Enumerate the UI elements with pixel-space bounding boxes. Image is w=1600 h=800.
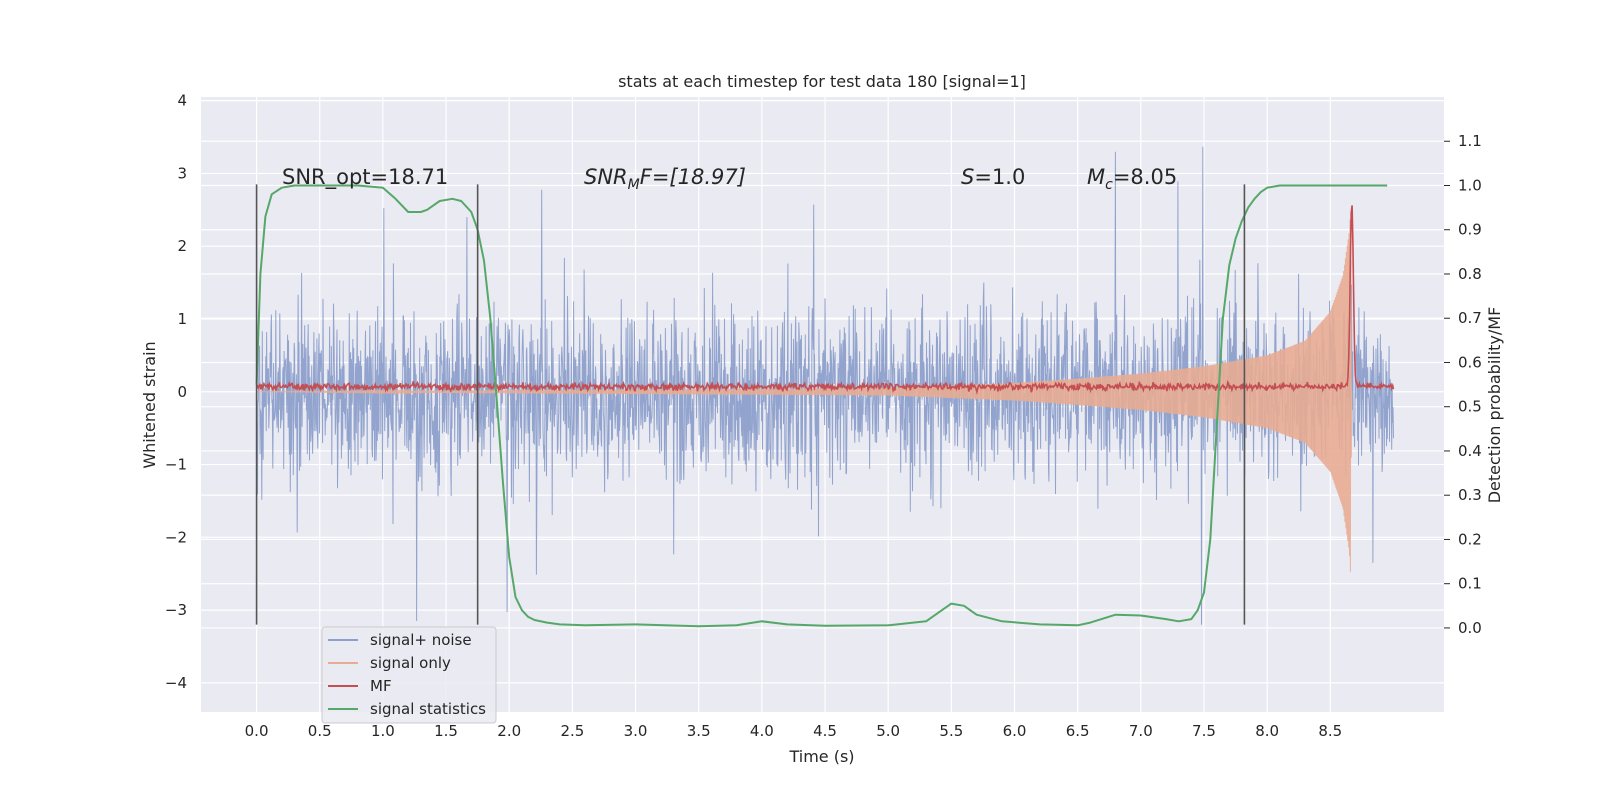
legend-item-signal-only: signal only (328, 654, 451, 672)
y-tick-label: −1 (165, 456, 187, 474)
annotation-mc: Mc=8.05 (1087, 165, 1177, 193)
y-tick-label: −3 (165, 601, 187, 619)
y-tick-label: −4 (165, 674, 187, 692)
y2-tick-label: 0.0 (1458, 619, 1482, 637)
x-tick-label: 6.0 (1003, 722, 1027, 740)
x-tick-label: 8.0 (1255, 722, 1279, 740)
x-tick-label: 4.0 (750, 722, 774, 740)
legend-label: MF (370, 677, 392, 695)
y-tick-label: −2 (165, 528, 187, 546)
x-tick-label: 6.5 (1066, 722, 1090, 740)
y-tick-label: 4 (177, 92, 187, 110)
x-tick-label: 3.5 (687, 722, 711, 740)
legend-label: signal+ noise (370, 631, 472, 649)
y2-axis-label: Detection probability/MF (1485, 307, 1504, 504)
annotations: SNR_opt=18.71 SNRMF=[18.97] S=1.0 Mc=8.0… (282, 165, 1177, 193)
x-tick-label: 2.5 (560, 722, 584, 740)
s-variable: S (961, 165, 974, 189)
y2-tick-label: 0.7 (1458, 309, 1482, 327)
x-tick-label: 0.0 (245, 722, 269, 740)
x-tick-label: 5.5 (939, 722, 963, 740)
ticks: 0.0 0.5 1.0 1.5 2.0 2.5 3.0 3.5 4.0 4.5 5.0 5.5 6.0 6… (165, 92, 1482, 740)
y2-tick-label: 0.2 (1458, 530, 1482, 548)
series-layer (255, 146, 1395, 628)
legend-item-signal-statistics: signal statistics (328, 700, 486, 718)
y2-tick-label: 0.3 (1458, 486, 1482, 504)
mc-variable: M (1087, 165, 1105, 189)
annotation-snr-opt: SNR_opt=18.71 (282, 165, 448, 190)
x-tick-label: 3.0 (624, 722, 648, 740)
signal-only-line (256, 219, 1353, 572)
snr-mf-prefix: SNR (584, 165, 628, 189)
y2-tick-label: 1.0 (1458, 176, 1482, 194)
snr-mf-subscript: M (628, 177, 640, 193)
y2-tick-label: 0.6 (1458, 353, 1482, 371)
y-tick-label: 2 (177, 237, 187, 255)
y2-tick-label: 0.9 (1458, 221, 1482, 239)
x-tick-label: 7.0 (1129, 722, 1153, 740)
y2-tick-label: 0.4 (1458, 442, 1482, 460)
mc-subscript: c (1105, 177, 1113, 193)
y2-tick-label: 1.1 (1458, 132, 1482, 150)
mf-line (255, 205, 1395, 395)
x-tick-label: 8.5 (1318, 722, 1342, 740)
y2-tick-label: 0.5 (1458, 398, 1482, 416)
x-tick-label: 1.5 (434, 722, 458, 740)
x-tick-label: 0.5 (308, 722, 332, 740)
legend-box (321, 626, 497, 724)
x-tick-label: 4.5 (813, 722, 837, 740)
mc-value: =8.05 (1113, 165, 1177, 189)
y2-tick-label: 0.1 (1458, 575, 1482, 593)
legend-label: signal statistics (370, 700, 486, 718)
legend-label: signal only (370, 654, 451, 672)
x-tick-label: 5.0 (876, 722, 900, 740)
y-tick-label: 0 (177, 383, 187, 401)
y-tick-label: 3 (177, 164, 187, 182)
signal-statistics-line (255, 184, 1388, 628)
y2-tick-label: 0.8 (1458, 265, 1482, 283)
vertical-markers (255, 184, 1246, 625)
legend-item-signal-noise: signal+ noise (328, 631, 472, 649)
legend-item-mf: MF (328, 677, 392, 695)
y-tick-label: 1 (177, 310, 187, 328)
x-tick-label: 7.5 (1192, 722, 1216, 740)
annotation-s: S=1.0 (961, 165, 1025, 189)
y-axis-label: Whitened strain (140, 341, 159, 468)
x-tick-label: 2.0 (497, 722, 521, 740)
snr-mf-rest: F=[18.97] (640, 165, 746, 189)
annotation-snr-mf: SNRMF=[18.97] (584, 165, 746, 193)
legend: signal+ noise signal only MF signal stat… (321, 626, 497, 724)
s-value: =1.0 (974, 165, 1025, 189)
x-axis-label: Time (s) (788, 747, 854, 766)
x-tick-label: 1.0 (371, 722, 395, 740)
chart-title: stats at each timestep for test data 180… (618, 72, 1026, 91)
